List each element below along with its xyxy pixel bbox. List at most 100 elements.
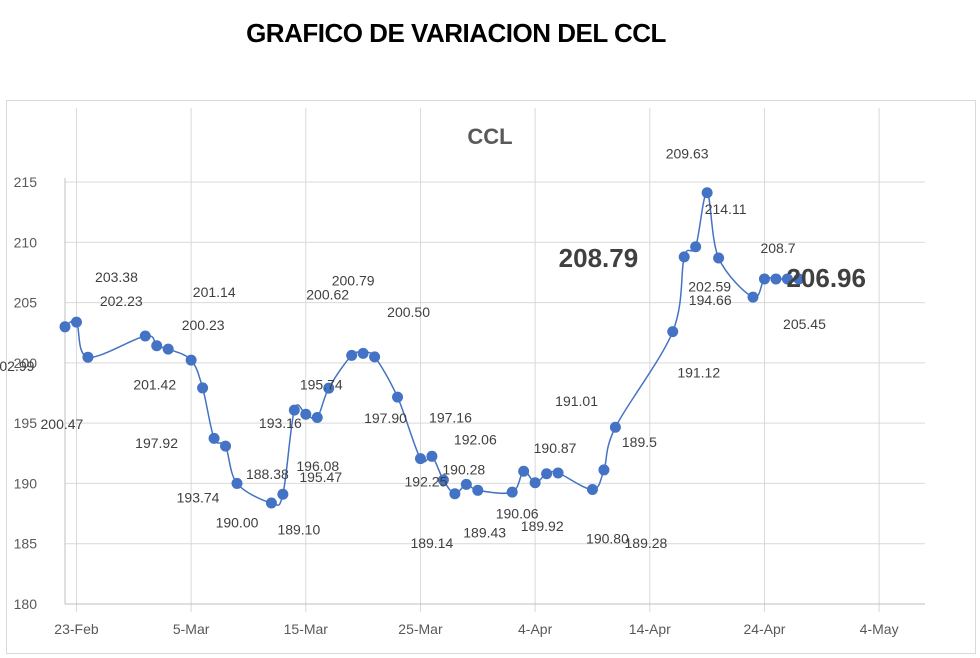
data-point (162, 343, 174, 355)
y-tick-label: 180 (14, 596, 38, 612)
data-point (82, 351, 94, 363)
chart-area (6, 100, 976, 654)
data-label: 190.00 (216, 514, 259, 530)
axes (64, 178, 925, 605)
data-point (392, 391, 404, 403)
data-label: 194.66 (689, 292, 732, 308)
data-label: 197.90 (364, 410, 407, 426)
callout-labels: 208.79 206.96 (559, 243, 866, 293)
data-point (747, 291, 759, 303)
data-point (552, 467, 564, 479)
data-point (541, 468, 553, 480)
data-point (197, 382, 209, 394)
data-point (449, 488, 461, 500)
data-label: 192.25 (405, 473, 448, 489)
y-tick-label: 185 (14, 536, 38, 552)
data-label: 190.28 (442, 461, 485, 477)
data-label: 195.74 (300, 376, 343, 392)
x-tick-label: 4-May (860, 621, 899, 637)
data-point (678, 251, 690, 263)
x-tick-label: 23-Feb (54, 621, 99, 637)
y-tick-label: 190 (14, 475, 38, 491)
data-label: 201.14 (193, 284, 236, 300)
x-tick-label: 14-Apr (629, 621, 671, 637)
data-label: 189.5 (622, 434, 657, 450)
data-label: 197.92 (135, 435, 178, 451)
data-point (586, 483, 598, 495)
data-point (300, 408, 312, 420)
data-point (609, 421, 621, 433)
data-point (472, 484, 484, 496)
data-label: 190.87 (534, 440, 577, 456)
data-label: 193.16 (259, 415, 302, 431)
data-label: 193.74 (177, 489, 220, 505)
data-label: 191.01 (555, 393, 598, 409)
x-tick-label: 25-Mar (398, 621, 443, 637)
data-point (346, 349, 358, 361)
data-label: 202.59 (688, 279, 731, 295)
y-tick-label: 210 (14, 234, 38, 250)
data-point (460, 478, 472, 490)
data-label: 201.42 (133, 377, 176, 393)
data-point (220, 440, 232, 452)
chart-title: CCL (467, 124, 513, 149)
series-points (59, 187, 805, 509)
data-label: 189.10 (277, 521, 320, 537)
callout-label: 206.96 (786, 263, 866, 293)
data-point (781, 273, 793, 285)
data-point (793, 273, 805, 285)
data-label: 200.50 (387, 304, 430, 320)
data-point (59, 321, 71, 333)
data-label: 191.12 (677, 365, 720, 381)
x-tick-labels: 23-Feb 5-Mar 15-Mar 25-Mar 4-Apr 14-Apr 24-Apr… (54, 621, 898, 637)
data-label: 202.23 (100, 293, 143, 309)
data-point (208, 432, 220, 444)
data-point (701, 187, 713, 199)
data-label: 208.7 (760, 240, 795, 256)
data-label: 200.23 (182, 317, 225, 333)
data-point (667, 326, 679, 338)
data-label: 200.62 (306, 286, 349, 302)
data-point (518, 465, 530, 477)
data-label: 203.38 (95, 269, 138, 285)
data-point (323, 382, 335, 394)
data-label: 189.92 (521, 518, 564, 534)
data-point (357, 347, 369, 359)
data-point (598, 464, 610, 476)
y-tick-label: 200 (14, 355, 38, 371)
data-label: 192.06 (454, 431, 497, 447)
data-point (139, 330, 151, 342)
y-tick-label: 195 (14, 415, 38, 431)
data-label: 189.14 (410, 535, 453, 551)
data-point (437, 474, 449, 486)
data-label: 202.99 (0, 358, 35, 374)
y-tick-labels: 180 185 190 195 200 205 210 215 (14, 174, 38, 612)
data-point (690, 241, 702, 253)
data-label: 209.63 (666, 146, 709, 162)
y-tick-label: 215 (14, 174, 38, 190)
x-tick-label: 4-Apr (518, 621, 553, 637)
data-point (151, 340, 163, 352)
callout-label: 208.79 (559, 243, 639, 273)
data-point (70, 316, 82, 328)
data-point (288, 404, 300, 416)
data-label: 195.47 (299, 469, 342, 485)
data-label: 189.28 (625, 535, 668, 551)
data-point (506, 486, 518, 498)
y-tick-label: 205 (14, 295, 38, 311)
data-label: 205.45 (783, 316, 826, 332)
data-point (713, 252, 725, 264)
data-point (231, 477, 243, 489)
data-point (265, 497, 277, 509)
data-point (369, 351, 381, 363)
x-tick-label: 5-Mar (173, 621, 210, 637)
data-labels: 202.99 203.38 200.47 202.23 201.42 201.14 200.… (0, 146, 826, 551)
page-title: GRAFICO DE VARIACION DEL CCL (246, 18, 666, 48)
data-point (311, 411, 323, 423)
x-tick-label: 15-Mar (284, 621, 329, 637)
data-label: 190.80 (586, 530, 629, 546)
data-point (185, 354, 197, 366)
data-label: 200.47 (41, 416, 84, 432)
data-point (277, 488, 289, 500)
